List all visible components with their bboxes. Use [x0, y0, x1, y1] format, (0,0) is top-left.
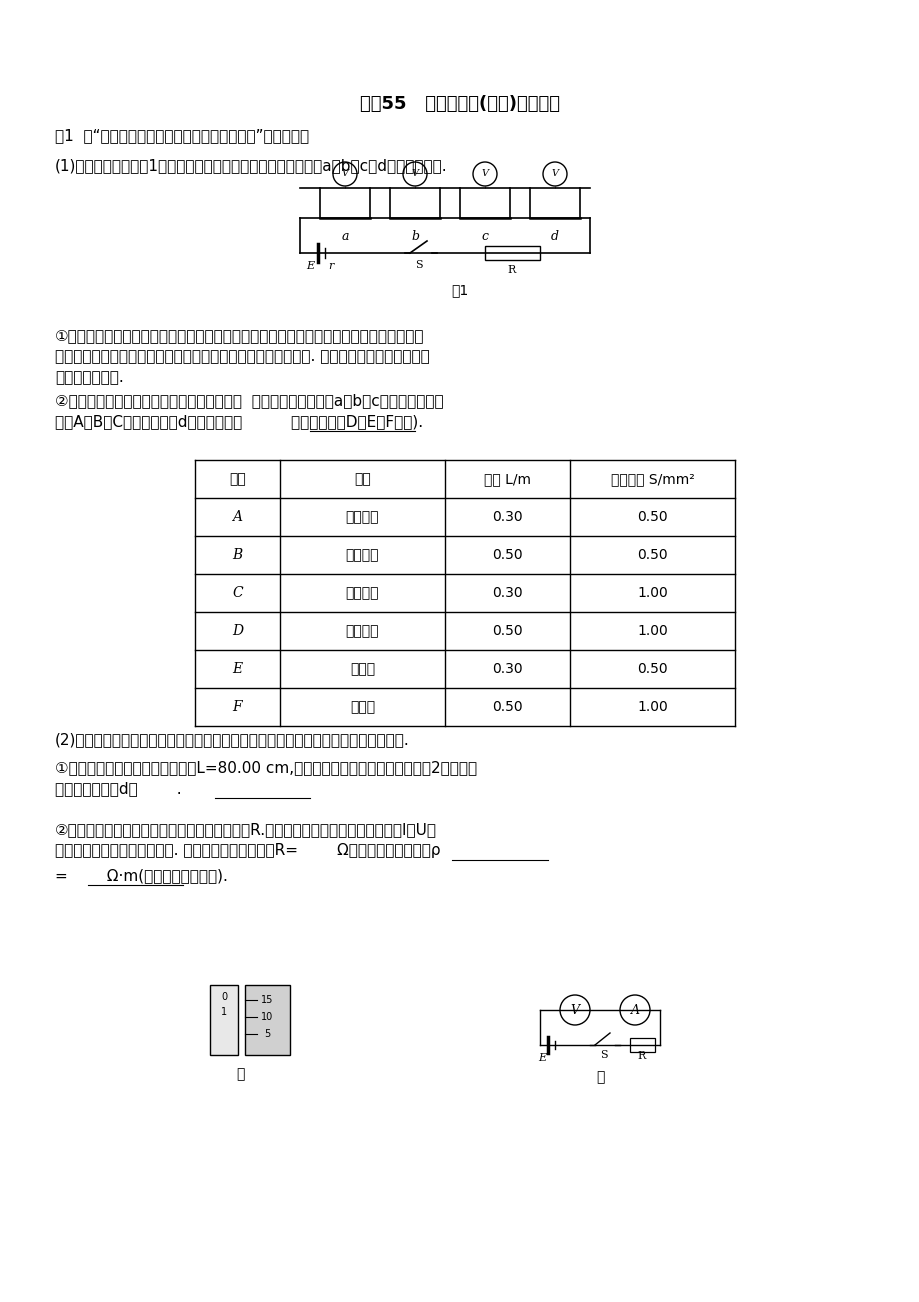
- Text: 0.50: 0.50: [637, 548, 667, 562]
- Text: a: a: [341, 230, 348, 243]
- Text: 乙: 乙: [596, 1070, 604, 1085]
- Text: E: E: [306, 260, 313, 271]
- Text: 10: 10: [261, 1012, 273, 1022]
- Text: D: D: [232, 624, 243, 638]
- Text: A: A: [630, 1004, 639, 1017]
- Text: 15: 15: [261, 995, 273, 1005]
- Text: 例1  在“探究导体电阻与其影响因素的定量关系”的实验中：: 例1 在“探究导体电阻与其影响因素的定量关系”的实验中：: [55, 128, 309, 143]
- Text: 0.50: 0.50: [492, 624, 522, 638]
- Text: (1)某实验小组用如图1所示电路对镍鹽合金和康铜丝进行探究，a、b、c、d是四种金属丝.: (1)某实验小组用如图1所示电路对镍鹽合金和康铜丝进行探究，a、b、c、d是四种…: [55, 158, 448, 173]
- Text: R: R: [507, 266, 516, 275]
- Text: 1.00: 1.00: [637, 586, 667, 600]
- Text: =        Ω·m(保留两位有效数字).: = Ω·m(保留两位有效数字).: [55, 868, 228, 883]
- Text: 据描在图丙中所示的坐标系上. 由图可求得金属丝电阻R=        Ω，该金属丝的电阻率ρ: 据描在图丙中所示的坐标系上. 由图可求得金属丝电阻R= Ω，该金属丝的电阻率ρ: [55, 842, 440, 858]
- Text: 测出各段金属丝的电阻，才能分析电阻与其影响因素的定量关系. 你认为要不要串联电流表？: 测出各段金属丝的电阻，才能分析电阻与其影响因素的定量关系. 你认为要不要串联电流…: [55, 349, 429, 365]
- Text: d: d: [550, 230, 559, 243]
- Text: E: E: [538, 1053, 546, 1062]
- Text: 并简单说明理由.: 并简单说明理由.: [55, 370, 124, 385]
- Text: ①实验小组讨论时，某同学对此电路提出异议，他认为，电路中应该串联一个电流表，只有: ①实验小组讨论时，某同学对此电路提出异议，他认为，电路中应该串联一个电流表，只有: [55, 328, 424, 342]
- Text: 0.30: 0.30: [492, 661, 522, 676]
- Text: 图1: 图1: [451, 283, 468, 297]
- Text: 1.00: 1.00: [637, 624, 667, 638]
- Text: c: c: [481, 230, 488, 243]
- Text: 0.50: 0.50: [492, 548, 522, 562]
- Text: r: r: [328, 260, 334, 271]
- Bar: [210, 986, 238, 1055]
- Text: R: R: [637, 1051, 645, 1061]
- Text: V: V: [341, 169, 348, 178]
- Text: 5: 5: [264, 1029, 270, 1039]
- Text: 长度 L/m: 长度 L/m: [483, 473, 530, 486]
- Text: 康铜丝: 康铜丝: [349, 700, 375, 713]
- Text: ①用毫米刻度尺测量金属丝长度为L=80.00 cm,用螺旋测微器测金属丝的直径如图2甲所示，: ①用毫米刻度尺测量金属丝长度为L=80.00 cm,用螺旋测微器测金属丝的直径如…: [55, 760, 477, 775]
- Text: V: V: [550, 169, 558, 178]
- Text: F: F: [233, 700, 242, 713]
- Text: ②按如图乙所示连接好电路，测量金属丝的电阻R.改变滑动变阻器的阻値，获得六组I、U数: ②按如图乙所示连接好电路，测量金属丝的电阻R.改变滑动变阻器的阻値，获得六组I、…: [55, 822, 437, 837]
- Text: 编号: 编号: [229, 473, 245, 486]
- Text: 0.50: 0.50: [492, 700, 522, 713]
- Bar: [244, 986, 289, 1055]
- Text: S: S: [414, 260, 423, 270]
- Text: 0: 0: [221, 992, 227, 1003]
- Text: 0.30: 0.30: [492, 510, 522, 523]
- Text: V: V: [481, 169, 488, 178]
- Text: 镍鹽合金: 镍鹽合金: [346, 586, 379, 600]
- Text: C: C: [232, 586, 243, 600]
- Text: 横截面积 S/mm²: 横截面积 S/mm²: [610, 473, 694, 486]
- Text: S: S: [599, 1049, 607, 1060]
- Text: 0.30: 0.30: [492, 586, 522, 600]
- Text: 1: 1: [221, 1006, 227, 1017]
- Text: 镍鹽合金: 镍鹽合金: [346, 510, 379, 523]
- Text: b: b: [411, 230, 418, 243]
- Text: V: V: [411, 169, 418, 178]
- Text: A: A: [233, 510, 243, 523]
- Text: 镍鹽合金: 镍鹽合金: [346, 624, 379, 638]
- Text: 考点55   测定金属丝(液体)的电阻率: 考点55 测定金属丝(液体)的电阻率: [359, 95, 560, 113]
- Text: (2)该实验小组探究了导体电阻与其影响因素的定量关系后，想测定某金属丝的电阻率.: (2)该实验小组探究了导体电阻与其影响因素的定量关系后，想测定某金属丝的电阻率.: [55, 732, 409, 747]
- Bar: [484, 246, 539, 260]
- Text: 材料: 材料: [354, 473, 370, 486]
- Text: 镍鹽合金: 镍鹽合金: [346, 548, 379, 562]
- Bar: [630, 1038, 654, 1052]
- Text: 0.50: 0.50: [637, 510, 667, 523]
- Text: ②几根镍鹽合金丝和康铜丝的规格如下表所示  电路图中三种金属丝a、b、c分别为下表中编: ②几根镍鹽合金丝和康铜丝的规格如下表所示 电路图中三种金属丝a、b、c分别为下表…: [55, 393, 443, 408]
- Text: V: V: [570, 1004, 579, 1017]
- Text: 号为A、B、C的金属丝，则d应选下表中的          （用表中编号D、E、F表示).: 号为A、B、C的金属丝，则d应选下表中的 （用表中编号D、E、F表示).: [55, 414, 423, 428]
- Text: 则金属丝的直径d为        .: 则金属丝的直径d为 .: [55, 781, 181, 796]
- Text: B: B: [233, 548, 243, 562]
- Text: E: E: [233, 661, 243, 676]
- Text: 甲: 甲: [235, 1068, 244, 1081]
- Text: 1.00: 1.00: [637, 700, 667, 713]
- Text: 康铜丝: 康铜丝: [349, 661, 375, 676]
- Text: 0.50: 0.50: [637, 661, 667, 676]
